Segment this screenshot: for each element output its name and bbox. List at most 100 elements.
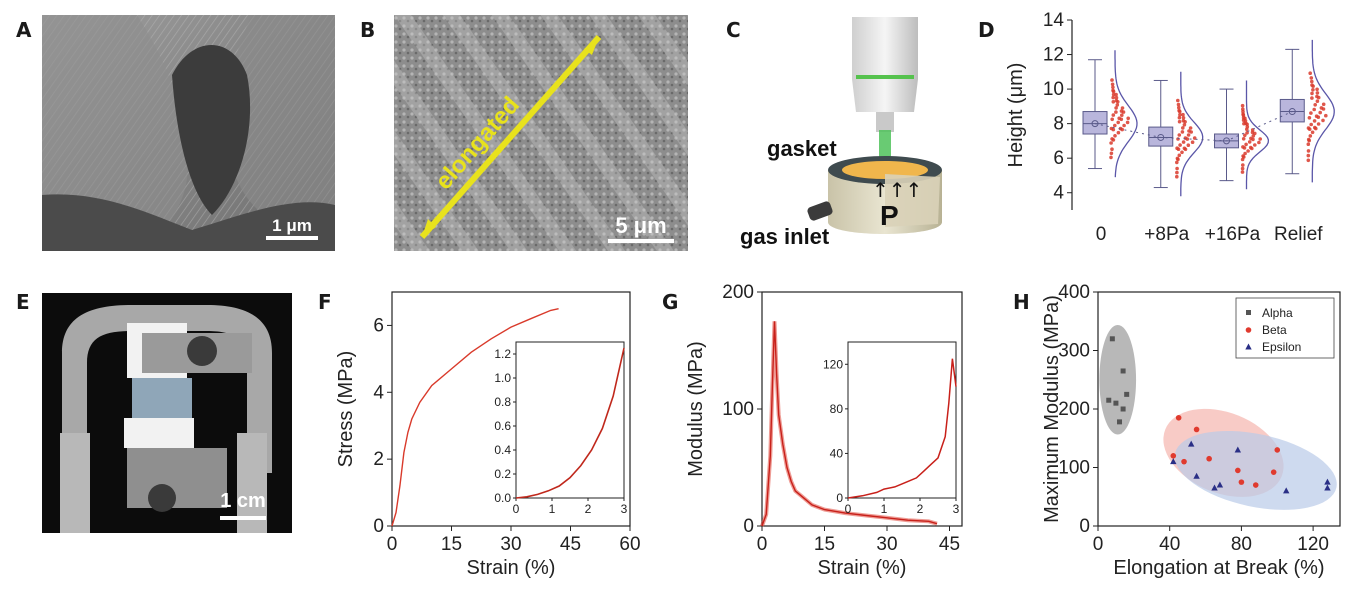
chart-f-inset-y-tick-label: 0.0 [494,491,511,505]
chart-d-data-point [1175,170,1179,175]
chart-d-data-point [1190,140,1195,144]
chart-d-data-point [1119,109,1124,113]
chart-d-data-point [1241,112,1245,116]
chart-h-alpha-point [1124,391,1130,397]
chart-h-epsilon-point [1324,478,1331,485]
chart-d-data-point [1240,157,1245,162]
chart-d-data-point [1122,123,1126,128]
chart-f-x-axis-label: Strain (%) [467,557,556,579]
chart-d-data-point [1241,118,1246,122]
chart-f-x-tick-label: 60 [619,534,640,555]
chart-d-data-point [1241,154,1245,158]
chart-g-y-tick-label: 100 [722,399,754,420]
chart-h-epsilon-point [1283,487,1290,494]
chart-d-data-point [1111,113,1116,117]
chart-h-legend-label: Epsilon [1262,340,1301,354]
chart-h-legend-marker-epsilon [1245,343,1252,350]
chart-d-data-point [1306,149,1311,153]
chart-d-data-point [1116,130,1121,135]
chart-d-x-tick-label: Relief [1274,224,1323,245]
chart-f-x-tick-label: 30 [500,534,521,555]
chart-d-mean-marker [1091,120,1099,128]
chart-d-data-point [1175,166,1179,171]
chart-f-inset-y-tick-label: 0.6 [494,419,511,433]
chart-g-inset-y-tick-label: 40 [830,446,844,460]
chart-h-beta-point [1270,469,1277,475]
chart-d-data-point [1175,174,1179,179]
chart-d-data-point [1116,120,1120,125]
chart-g-x-tick-label: 30 [876,534,897,555]
chart-d-data-point [1315,87,1319,92]
chart-d-data-point [1177,105,1181,110]
chart-h-y-tick-label: 0 [1079,516,1090,537]
pressure-label: P [880,200,899,231]
chart-h-y-tick-label: 200 [1058,399,1090,420]
svg-text:↑↑↑: ↑↑↑ [872,178,922,202]
chart-d-data-point [1176,98,1180,103]
pressure-chamber-diagram: ↑↑↑ P gasket gas inlet [740,17,942,249]
chart-d-data-point [1306,137,1311,142]
panel-letter-d: D [978,18,995,42]
chart-d-data-point [1109,126,1114,131]
panel-letter-b: B [360,18,376,42]
chart-d-data-point [1183,136,1188,140]
chart-h-legend-label: Beta [1262,323,1287,337]
chart-d-data-point [1126,116,1130,121]
chart-f-x-tick-label: 15 [441,534,462,555]
chart-h-y-tick-label: 300 [1058,341,1090,362]
chart-h-legend-label: Alpha [1262,306,1293,320]
chart-d-data-point [1310,96,1314,100]
chart-d-mean-trend-line [1094,111,1293,142]
chart-d-distribution-curve [1180,71,1204,197]
chart-d-data-point [1181,140,1186,144]
chart-d-data-point [1241,115,1246,120]
chart-d-data-point [1114,95,1119,100]
chart-d-data-point [1120,106,1125,110]
chart-d-data-point [1241,137,1246,141]
chart-h-legend-marker-alpha [1246,310,1251,315]
chart-d-data-point [1178,112,1182,117]
chart-d-data-point [1240,103,1245,108]
chart-g-inset-frame [847,341,957,499]
chart-h-x-tick-label: 120 [1297,534,1329,555]
chart-h-legend-box [1235,297,1335,359]
chart-d-distribution-curve [1311,39,1335,183]
chart-d-data-point [1307,116,1312,120]
chart-d-data-point [1319,106,1324,110]
chart-f-stress-curve [391,308,559,527]
chart-d-data-point [1243,151,1247,156]
chart-f-inset-y-tick-label: 1.0 [494,371,511,385]
chart-h-alpha-region [1099,324,1137,435]
chart-d-data-point [1111,100,1116,104]
chart-d-data-point [1321,102,1326,107]
chart-g-y-axis-label: Modulus (MPa) [685,341,707,477]
chart-d-data-point [1111,92,1116,97]
chart-d-data-point [1249,136,1253,141]
chart-d-data-point [1114,106,1118,110]
chart-d-data-point [1182,146,1187,151]
chart-d-mean-marker [1223,137,1231,145]
chart-d-data-point [1310,91,1314,96]
chart-h-beta-point [1175,414,1182,421]
chart-f-x-tick-label: 45 [560,534,581,555]
chart-d-data-point [1110,82,1115,87]
chart-g-inset-y-tick-label: 0 [836,491,843,505]
chart-f-inset-y-tick-label: 0.8 [494,395,511,409]
chart-d-data-point [1313,103,1317,107]
chart-d-data-point [1248,145,1253,150]
chart-d-x-tick-label: +16Pa [1205,224,1261,245]
chart-h-epsilon-point [1211,484,1218,491]
chart-d-data-point [1310,79,1314,84]
chart-f-y-tick-label: 6 [373,315,384,336]
chart-d-data-point [1312,107,1316,112]
chart-h-beta-point [1252,482,1259,488]
chart-d-data-point [1175,156,1180,161]
chart-d-distribution-curve [1245,80,1270,190]
chart-g-inset-x-tick-label: 3 [953,502,960,516]
panel-letter-g: G [662,290,679,314]
chart-f-y-tick-label: 0 [373,516,384,537]
chart-d-y-axis-label: Height (μm) [1005,63,1027,168]
chart-f-y-tick-label: 4 [373,382,384,403]
chart-d-data-point [1251,134,1256,138]
